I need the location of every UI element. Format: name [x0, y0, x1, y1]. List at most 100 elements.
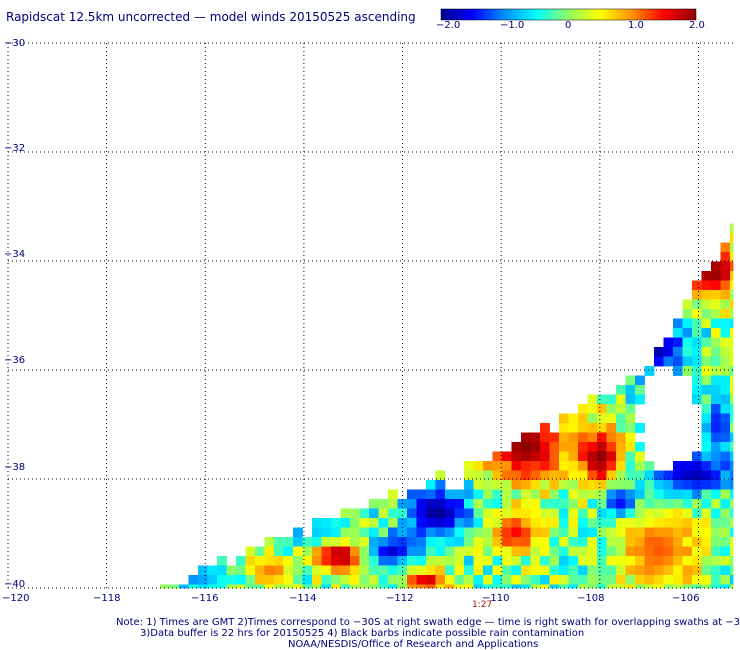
heatmap-cell	[416, 508, 427, 519]
heatmap-cell	[293, 527, 303, 538]
heatmap-cell	[473, 480, 484, 490]
heatmap-cell	[207, 565, 218, 576]
heatmap-cell	[293, 584, 303, 589]
heatmap-cell	[635, 470, 645, 481]
x-tick-label: −120	[2, 593, 30, 604]
heatmap-cell	[578, 556, 588, 566]
heatmap-cell	[673, 489, 683, 500]
heatmap-cell	[606, 432, 617, 443]
heatmap-cell	[445, 508, 455, 519]
heatmap-cell	[597, 489, 607, 500]
heatmap-cell	[682, 318, 693, 329]
heatmap-cell	[568, 575, 579, 585]
heatmap-cell	[682, 537, 693, 547]
heatmap-cell	[521, 508, 531, 519]
heatmap-cell	[654, 508, 664, 519]
heatmap-cell	[454, 508, 465, 519]
heatmap-cell	[179, 584, 189, 589]
heatmap-cell	[245, 575, 256, 585]
heatmap-cell	[711, 508, 721, 519]
heatmap-cell	[730, 413, 734, 424]
heatmap-cell	[464, 480, 474, 490]
heatmap-cell	[682, 480, 693, 490]
colorbar-label-neg1: −1.0	[500, 20, 525, 31]
heatmap-cell	[625, 584, 636, 589]
heatmap-cell	[511, 508, 522, 519]
heatmap-cell	[492, 518, 503, 528]
heatmap-cell	[597, 584, 607, 589]
heatmap-cell	[369, 546, 379, 557]
heatmap-cell	[730, 318, 734, 329]
heatmap-cell	[492, 489, 503, 500]
heatmap-cell	[426, 565, 436, 576]
heatmap-cell	[369, 584, 379, 589]
heatmap-cell	[255, 556, 265, 566]
heatmap-cell	[663, 470, 674, 481]
heatmap-cell	[426, 489, 436, 500]
heatmap-cell	[711, 556, 721, 566]
heatmap-cell	[207, 584, 218, 589]
heatmap-cell	[578, 461, 588, 471]
heatmap-cell	[635, 489, 645, 500]
heatmap-cell	[616, 451, 626, 462]
heatmap-cell	[701, 318, 712, 329]
heatmap-cell	[359, 584, 370, 589]
heatmap-cell	[711, 442, 721, 452]
heatmap-cell	[340, 537, 351, 547]
heatmap-cell	[644, 565, 655, 576]
heatmap-cell	[663, 527, 674, 538]
heatmap-cell	[321, 575, 332, 585]
heatmap-cell	[578, 527, 588, 538]
heatmap-cell	[540, 480, 550, 490]
heatmap-cell	[426, 527, 436, 538]
heatmap-cell	[321, 556, 332, 566]
heatmap-cell	[502, 499, 512, 509]
heatmap-cell	[464, 489, 474, 500]
heatmap-cell	[606, 413, 617, 424]
heatmap-cell	[720, 470, 731, 481]
heatmap-cell	[701, 423, 712, 433]
heatmap-cell	[483, 527, 493, 538]
heatmap-cell	[625, 480, 636, 490]
heatmap-cell	[464, 470, 474, 481]
heatmap-cell	[511, 556, 522, 566]
heatmap-cell	[663, 347, 674, 357]
heatmap-cell	[682, 565, 693, 576]
heatmap-cell	[492, 470, 503, 481]
heatmap-cell	[540, 489, 550, 500]
heatmap-cell	[673, 356, 683, 367]
heatmap-cell	[578, 584, 588, 589]
heatmap-cell	[692, 480, 702, 490]
heatmap-cell	[521, 584, 531, 589]
heatmap-cell	[635, 508, 645, 519]
heatmap-cell	[511, 499, 522, 509]
heatmap-cell	[673, 537, 683, 547]
heatmap-cell	[540, 537, 550, 547]
heatmap-cell	[559, 480, 569, 490]
heatmap-cell	[720, 527, 731, 538]
heatmap-cell	[663, 537, 674, 547]
heatmap-cell	[568, 480, 579, 490]
heatmap-cell	[502, 537, 512, 547]
heatmap-cell	[720, 318, 731, 329]
heatmap-cell	[540, 527, 550, 538]
heatmap-cell	[616, 394, 626, 405]
heatmap-cell	[388, 527, 398, 538]
heatmap-cell	[397, 527, 408, 538]
heatmap-cell	[616, 432, 626, 443]
heatmap-cell	[188, 575, 199, 585]
heatmap-cell	[198, 565, 208, 576]
heatmap-cell	[587, 394, 598, 405]
heatmap-cell	[654, 499, 664, 509]
heatmap-cell	[720, 508, 731, 519]
heatmap-cell	[730, 470, 734, 481]
heatmap-cell	[616, 470, 626, 481]
heatmap-cell	[302, 565, 313, 576]
heatmap-cell	[559, 461, 569, 471]
heatmap-cell	[264, 546, 275, 557]
heatmap-cell	[625, 508, 636, 519]
heatmap-cell	[511, 546, 522, 557]
heatmap-cell	[730, 518, 734, 528]
heatmap-cell	[663, 489, 674, 500]
heatmap-cell	[701, 451, 712, 462]
